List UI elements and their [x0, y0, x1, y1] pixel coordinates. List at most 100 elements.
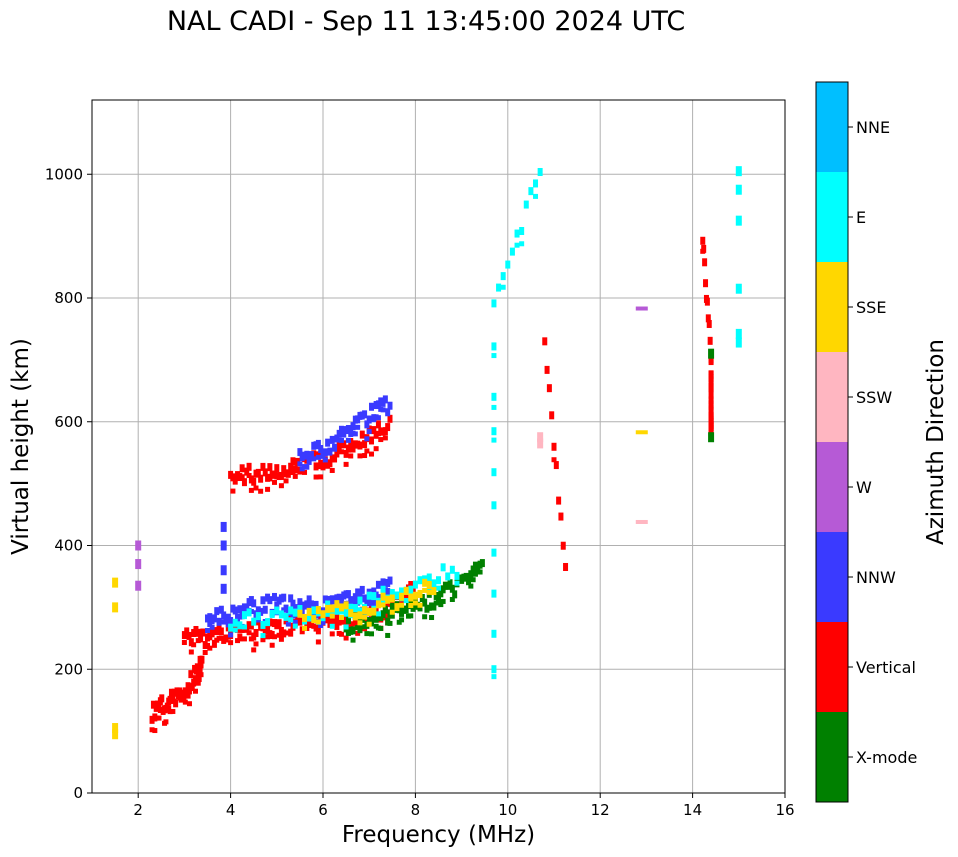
- data-cell: [255, 468, 261, 477]
- data-cell: [382, 605, 388, 614]
- data-cell: [313, 600, 319, 609]
- data-cell: [156, 715, 162, 721]
- data-cell: [334, 606, 340, 615]
- data-cell: [182, 699, 188, 705]
- data-cell: [449, 596, 455, 602]
- data-cell: [399, 602, 405, 608]
- data-cell: [320, 462, 326, 471]
- data-cell: [260, 637, 266, 643]
- data-cell: [542, 337, 548, 346]
- data-cell: [211, 639, 217, 648]
- data-cell: [329, 631, 335, 637]
- data-cell: [385, 423, 391, 432]
- data-cell: [436, 596, 441, 605]
- data-cell: [364, 631, 370, 637]
- data-cell: [258, 488, 264, 494]
- data-cell: [491, 548, 497, 557]
- data-cell: [403, 605, 409, 614]
- data-cell: [209, 629, 215, 638]
- data-cell: [216, 617, 222, 626]
- data-cell: [278, 610, 284, 619]
- data-cell: [426, 580, 432, 589]
- data-cell: [366, 591, 372, 600]
- data-cell: [422, 614, 428, 620]
- data-cell: [329, 604, 335, 613]
- data-cell: [196, 677, 202, 683]
- data-cell: [292, 473, 298, 479]
- data-cell: [178, 694, 184, 703]
- data-cell: [198, 672, 204, 678]
- data-cell: [635, 519, 648, 524]
- x-tick-label: 14: [683, 801, 702, 819]
- data-cell: [449, 565, 455, 574]
- data-cell: [394, 591, 400, 600]
- data-cell: [426, 573, 432, 582]
- data-cell: [188, 638, 194, 647]
- data-cell: [318, 623, 324, 629]
- data-cell: [479, 559, 485, 568]
- data-cell: [325, 615, 331, 624]
- data-cell: [274, 464, 280, 473]
- data-cell: [345, 590, 351, 599]
- data-cell: [387, 414, 393, 423]
- data-cell: [343, 608, 349, 617]
- colorbar-segment: [816, 622, 848, 712]
- data-cell: [220, 583, 227, 594]
- data-cell: [387, 620, 393, 626]
- data-cell: [320, 610, 326, 619]
- data-cell: [251, 477, 257, 486]
- data-cell: [375, 415, 381, 421]
- data-cell: [359, 430, 365, 439]
- data-cell: [197, 668, 203, 674]
- data-cell: [177, 687, 183, 696]
- x-tick-label: 6: [318, 801, 328, 819]
- data-cell: [362, 453, 368, 459]
- colorbar-label: NNW: [856, 568, 896, 587]
- data-cell: [708, 355, 714, 364]
- data-cell: [380, 578, 386, 587]
- data-cell: [241, 624, 247, 630]
- data-cell: [306, 613, 312, 622]
- data-cell: [500, 284, 506, 290]
- data-cell: [468, 583, 474, 589]
- data-cell: [253, 628, 259, 637]
- data-cell: [327, 459, 333, 468]
- data-cell: [382, 427, 388, 436]
- data-cell: [297, 605, 303, 614]
- data-cell: [491, 392, 497, 401]
- data-cell: [560, 541, 566, 550]
- data-cell: [417, 576, 423, 585]
- data-cell: [157, 708, 163, 714]
- data-cell: [288, 462, 294, 471]
- data-cell: [239, 474, 245, 480]
- data-cell: [403, 586, 409, 595]
- data-cell: [735, 337, 742, 348]
- data-cell: [278, 483, 284, 489]
- data-cell: [523, 200, 529, 209]
- data-cell: [445, 572, 451, 581]
- data-cell: [281, 593, 287, 602]
- colorbar-title: Azimuth Direction: [923, 339, 949, 545]
- data-cell: [220, 540, 227, 551]
- data-cell: [181, 693, 187, 702]
- data-cell: [440, 598, 446, 604]
- data-cell: [362, 606, 368, 615]
- data-cell: [198, 660, 204, 669]
- data-cell: [491, 404, 497, 410]
- data-cell: [357, 441, 363, 450]
- data-cell: [288, 606, 294, 615]
- data-cell: [262, 629, 268, 635]
- x-tick-label: 8: [411, 801, 421, 819]
- data-cell: [189, 683, 195, 692]
- data-cell: [537, 432, 544, 443]
- data-cell: [496, 283, 502, 292]
- data-cell: [228, 632, 234, 638]
- data-cell: [389, 613, 395, 619]
- data-cell: [385, 632, 391, 638]
- data-cell: [135, 580, 142, 591]
- data-cell: [371, 587, 377, 596]
- data-cell: [271, 634, 277, 640]
- data-cell: [357, 611, 363, 620]
- data-cell: [258, 474, 264, 483]
